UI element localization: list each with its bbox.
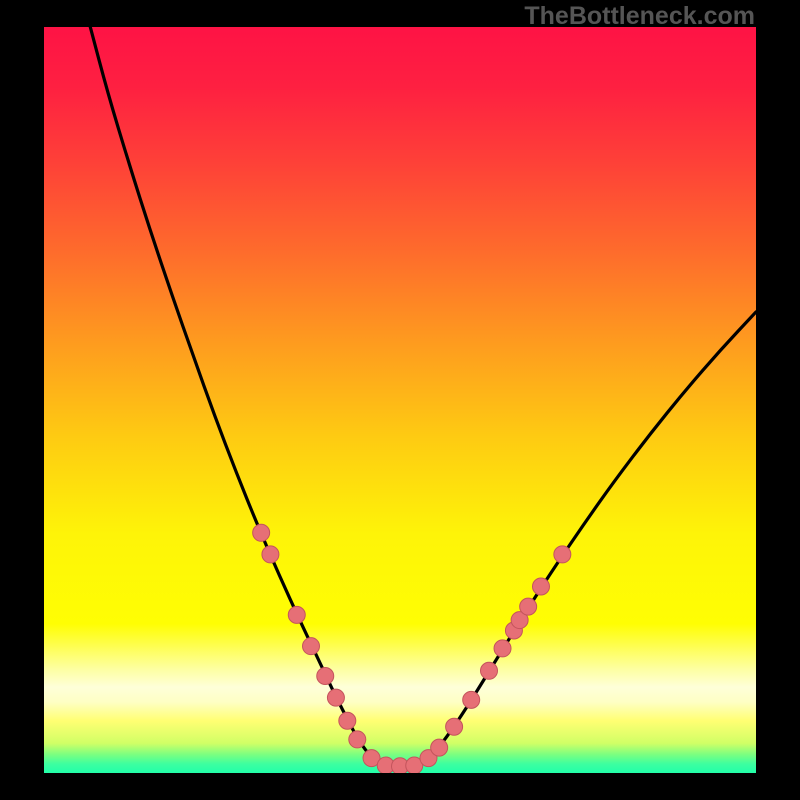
frame-bottom (0, 773, 800, 800)
data-marker (339, 712, 356, 729)
data-marker (532, 578, 549, 595)
data-marker (349, 731, 366, 748)
watermark-text: TheBottleneck.com (524, 2, 755, 31)
data-marker (262, 546, 279, 563)
data-marker (327, 689, 344, 706)
data-marker (520, 598, 537, 615)
gradient-background (44, 27, 756, 773)
stage: TheBottleneck.com (0, 0, 800, 800)
data-marker (481, 662, 498, 679)
data-marker (446, 718, 463, 735)
data-marker (463, 691, 480, 708)
data-marker (317, 668, 334, 685)
data-marker (288, 606, 305, 623)
plot-area (44, 27, 756, 773)
frame-right (756, 0, 800, 800)
data-marker (303, 638, 320, 655)
chart-svg (44, 27, 756, 773)
data-marker (431, 739, 448, 756)
data-marker (253, 524, 270, 541)
data-marker (554, 546, 571, 563)
frame-left (0, 0, 44, 800)
data-marker (494, 640, 511, 657)
